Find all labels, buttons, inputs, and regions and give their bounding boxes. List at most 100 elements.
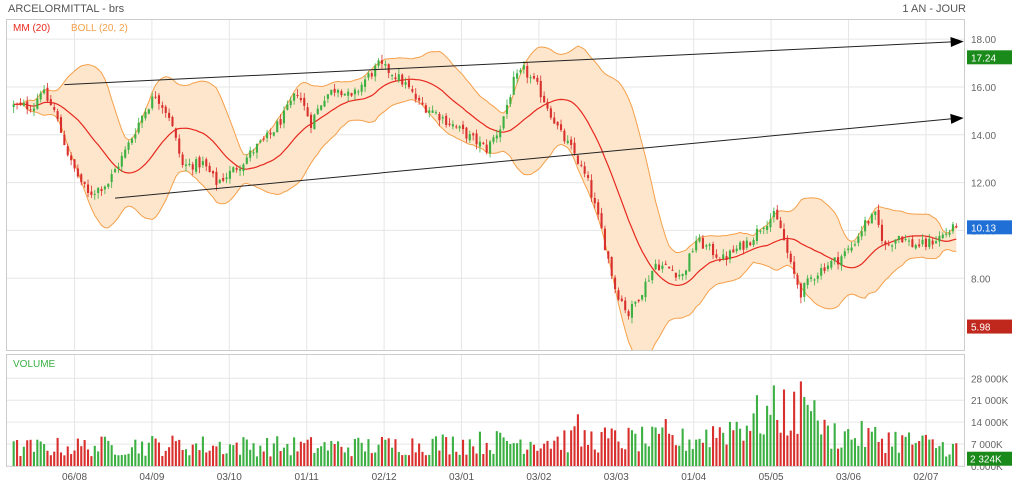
candle-body: [603, 228, 606, 251]
volume-bar: [661, 427, 664, 466]
volume-bar: [323, 442, 326, 466]
candle-body: [245, 157, 248, 164]
candle-body: [421, 102, 424, 105]
volume-bar: [543, 443, 546, 466]
volume-panel-title: VOLUME: [13, 359, 56, 370]
chart-title: ARCELORMITTAL - brs: [8, 3, 125, 15]
volume-bar: [418, 443, 421, 466]
candle-body: [266, 132, 269, 139]
candle-body: [485, 144, 488, 153]
volume-bar: [434, 436, 438, 466]
volume-bar: [478, 431, 481, 466]
volume-bar: [924, 434, 927, 466]
volume-bar: [387, 438, 390, 466]
volume-bar: [397, 452, 400, 466]
volume-bar: [107, 440, 110, 466]
price-badge-bg: [967, 50, 1012, 65]
volume-bar: [235, 442, 238, 466]
volume-bar: [218, 441, 221, 466]
volume-bar: [438, 450, 441, 466]
x-tick-label: 06/08: [62, 472, 87, 483]
candle-body: [755, 228, 759, 241]
candle-body: [333, 88, 336, 93]
candle-body: [701, 237, 704, 249]
candle-body: [323, 100, 326, 107]
candle-body: [195, 159, 198, 172]
trendline-arrowhead: [950, 113, 964, 124]
candle-body: [137, 122, 140, 133]
candle-body: [654, 263, 657, 270]
volume-bar: [684, 450, 688, 466]
volume-bar: [934, 448, 938, 466]
price-badge-value: 5.98: [971, 323, 991, 334]
volume-bar: [843, 431, 846, 466]
candle-body: [364, 79, 367, 87]
candle-body: [505, 104, 509, 114]
candle-body: [695, 240, 698, 251]
candle-body: [779, 220, 782, 229]
volume-bar: [877, 441, 880, 466]
candle-body: [299, 97, 302, 101]
volume-bar: [336, 441, 340, 466]
candle-body: [870, 214, 873, 224]
volume-bar: [691, 449, 694, 466]
volume-bar: [583, 430, 586, 466]
candle-body: [59, 117, 63, 133]
candle-body: [782, 229, 786, 241]
candle-body: [181, 154, 184, 166]
volume-bar: [262, 451, 265, 466]
volume-bar: [586, 444, 590, 466]
candle-body: [391, 75, 394, 77]
volume-bar: [174, 441, 177, 466]
bollinger-upper: [13, 45, 957, 254]
candle-body: [66, 146, 69, 156]
volume-bar: [901, 435, 904, 466]
x-tick-label: 03/06: [836, 472, 861, 483]
volume-bar: [401, 455, 404, 466]
candle-body: [671, 269, 674, 271]
volume-bar: [526, 449, 529, 466]
candle-body: [357, 91, 360, 93]
candle-body: [110, 174, 113, 183]
candle-body: [509, 97, 512, 105]
candle-body: [688, 253, 691, 272]
volume-bar: [90, 456, 93, 466]
candle-body: [117, 166, 120, 170]
volume-bar: [715, 437, 718, 466]
volume-bar: [222, 454, 225, 466]
candle-body: [891, 245, 894, 247]
candle-body: [749, 242, 752, 246]
volume-bar: [232, 445, 235, 466]
candle-body: [97, 187, 100, 193]
x-tick-label: 03/10: [217, 472, 242, 483]
volume-bar: [837, 448, 840, 466]
candle-body: [752, 239, 755, 246]
volume-bar: [46, 450, 49, 466]
candle-body: [614, 277, 617, 290]
volume-bar: [755, 395, 759, 466]
volume-bar: [809, 411, 813, 466]
volume-bar: [891, 446, 894, 466]
volume-bar: [411, 438, 414, 466]
candle-body: [860, 231, 863, 237]
volume-bar: [918, 440, 921, 466]
candle-body: [350, 93, 353, 96]
candle-body: [147, 109, 150, 114]
bollinger-lower: [13, 99, 957, 350]
volume-bar: [671, 435, 674, 466]
volume-bar: [309, 437, 313, 466]
candle-body: [590, 180, 593, 198]
volume-bar: [39, 441, 42, 466]
volume-bar: [279, 451, 282, 466]
volume-bar: [847, 429, 850, 466]
candle-body: [330, 89, 333, 95]
volume-tick-label: 0.000K: [971, 462, 1003, 473]
volume-bar: [296, 451, 299, 466]
volume-bar: [897, 452, 900, 466]
volume-bar: [455, 451, 458, 466]
volume-bar: [242, 437, 245, 466]
candle-body: [877, 209, 880, 225]
candle-body: [553, 117, 556, 124]
volume-bar: [603, 427, 606, 466]
